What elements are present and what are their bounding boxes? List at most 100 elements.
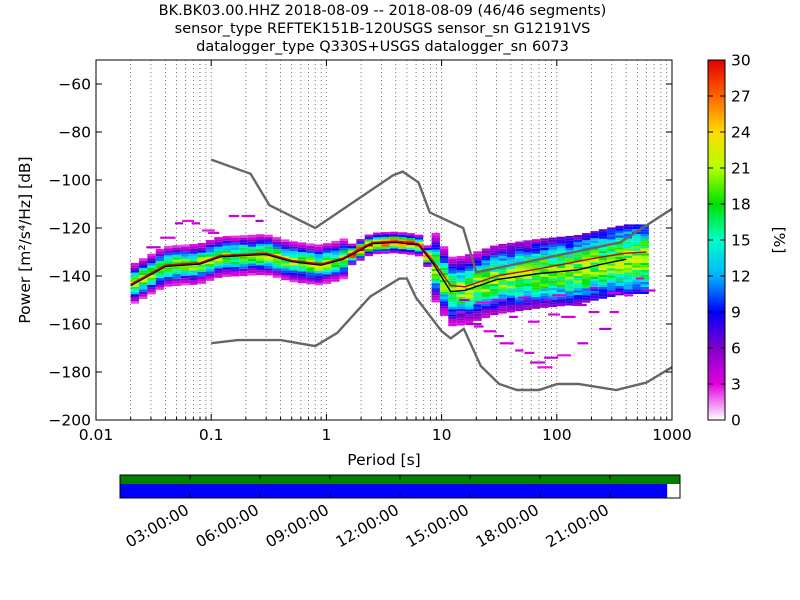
psd-bin	[347, 248, 357, 251]
psd-bin	[130, 277, 140, 280]
psd-bin	[615, 278, 624, 281]
psd-bin	[230, 235, 240, 239]
psd-bin	[364, 237, 374, 240]
psd-bin	[381, 232, 390, 235]
psd-bin	[498, 270, 507, 273]
psd-bin	[389, 246, 399, 249]
psd-bin	[565, 298, 574, 301]
psd-bin	[540, 291, 549, 294]
psd-bin	[289, 255, 298, 259]
psd-bin	[473, 280, 482, 283]
psd-bin	[598, 236, 608, 239]
psd-bin	[322, 274, 332, 277]
y-tick-label: −80	[58, 124, 91, 142]
psd-bin	[147, 280, 156, 283]
colorbar-tick-label: 12	[731, 268, 751, 286]
psd-bin	[448, 263, 457, 267]
psd-bin	[615, 230, 624, 233]
psd-bin	[314, 246, 323, 250]
mean-curve	[130, 240, 647, 288]
psd-outlier-bin	[557, 354, 571, 357]
psd-bin	[598, 293, 608, 297]
psd-bin	[256, 258, 265, 261]
psd-bin	[164, 260, 173, 263]
psd-bin	[465, 280, 474, 284]
psd-bin	[381, 234, 390, 237]
psd-bin	[306, 243, 315, 246]
psd-bin	[498, 253, 507, 256]
psd-bin	[314, 282, 323, 286]
time-tick-label: 12:00:00	[333, 501, 402, 551]
psd-bin	[306, 272, 315, 275]
psd-bin	[531, 241, 541, 245]
psd-bin	[306, 255, 315, 258]
psd-bin	[180, 268, 190, 272]
psd-bin	[406, 247, 415, 250]
psd-bin	[339, 250, 348, 253]
psd-bin	[139, 296, 148, 300]
psd-bin	[640, 241, 649, 244]
psd-bin	[172, 283, 181, 287]
psd-bin	[598, 279, 608, 282]
psd-bin	[230, 247, 240, 251]
psd-bin	[548, 263, 557, 267]
psd-bin	[531, 277, 541, 281]
psd-bin	[515, 301, 524, 304]
psd-bin	[431, 256, 440, 260]
psd-outlier-bin	[456, 311, 466, 314]
psd-bin	[289, 246, 298, 249]
psd-bin	[439, 255, 449, 259]
psd-bin	[582, 293, 591, 296]
psd-bin	[456, 296, 466, 300]
psd-bin	[506, 290, 516, 294]
psd-bin	[205, 242, 215, 245]
psd-bin	[439, 246, 449, 249]
psd-bin	[431, 254, 440, 257]
psd-bin	[205, 273, 215, 277]
psd-bin	[139, 258, 148, 261]
psd-bin	[431, 295, 440, 298]
psd-outlier-bin	[599, 327, 612, 330]
psd-bin	[598, 260, 608, 263]
psd-bin	[582, 237, 591, 241]
psd-bin	[481, 315, 491, 319]
psd-bin	[431, 240, 440, 243]
psd-bin	[389, 243, 399, 247]
psd-bin	[180, 244, 190, 248]
psd-bin	[473, 292, 482, 295]
psd-bin	[289, 241, 298, 244]
psd-bin	[164, 281, 173, 285]
psd-bin	[506, 273, 516, 277]
psd-bin	[130, 301, 140, 304]
psd-bin	[431, 280, 440, 284]
psd-bin	[573, 275, 583, 279]
psd-bin	[130, 296, 140, 299]
psd-bin	[197, 259, 206, 263]
psd-bin	[623, 267, 633, 270]
psd-bin	[239, 242, 248, 245]
psd-bin	[565, 291, 574, 294]
psd-bin	[465, 271, 474, 274]
x-tick-label: 10	[432, 426, 452, 444]
x-axis-label: Period [s]	[347, 451, 420, 469]
psd-bin	[222, 243, 231, 246]
psd-bin	[423, 264, 432, 268]
psd-bin	[356, 246, 365, 249]
psd-bin	[598, 272, 608, 275]
psd-bin	[465, 290, 474, 293]
psd-bin	[498, 275, 507, 278]
psd-bin	[556, 291, 566, 295]
psd-bin	[389, 238, 399, 242]
psd-bin	[573, 280, 583, 284]
psd-bin	[423, 247, 432, 251]
psd-bin	[139, 260, 148, 264]
psd-bin	[247, 251, 257, 254]
psd-bin	[364, 246, 374, 250]
psd-bin	[439, 294, 449, 297]
psd-bin	[615, 244, 624, 248]
psd-bin	[322, 255, 332, 258]
psd-bin	[473, 263, 482, 266]
psd-bin	[582, 249, 591, 253]
psd-bin	[331, 245, 340, 249]
psd-bin	[548, 292, 557, 296]
